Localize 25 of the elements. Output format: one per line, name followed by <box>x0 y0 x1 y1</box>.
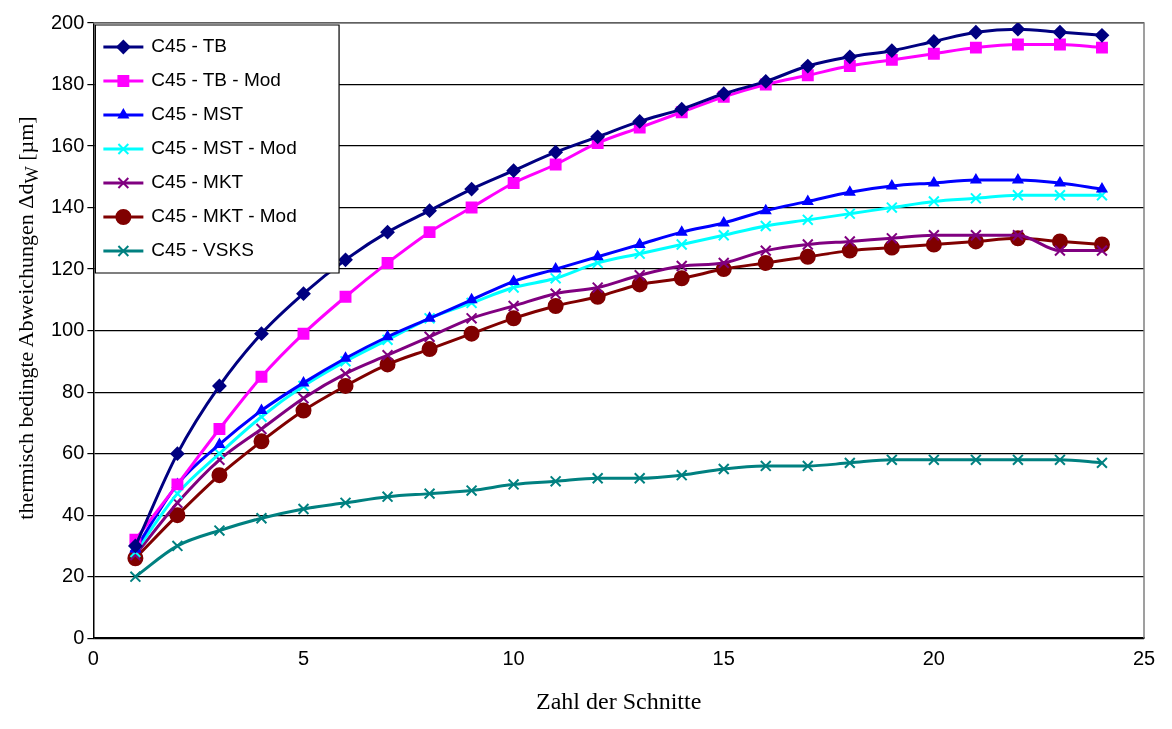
y-tick-label: 100 <box>50 318 85 341</box>
legend-label: C45 - TB <box>151 35 228 57</box>
y-tick-label: 40 <box>62 502 85 525</box>
x-tick-label: 15 <box>712 646 735 669</box>
x-tick-label: 25 <box>1132 646 1156 669</box>
legend-label: C45 - MST - Mod <box>151 137 297 159</box>
y-tick-label: 180 <box>50 72 85 95</box>
legend-label: C45 - MKT - Mod <box>151 205 297 227</box>
y-tick-label: 20 <box>62 564 85 587</box>
x-tick-label: 20 <box>922 646 945 669</box>
x-tick-label: 0 <box>87 646 99 669</box>
legend-label: C45 - TB - Mod <box>151 69 281 91</box>
y-tick-label: 160 <box>50 133 85 156</box>
y-tick-label: 60 <box>62 441 85 464</box>
y-tick-label: 120 <box>50 256 85 279</box>
x-tick-label: 5 <box>297 646 310 669</box>
y-tick-label: 0 <box>73 625 85 648</box>
y-tick-label: 140 <box>50 195 85 218</box>
legend-label: C45 - VSKS <box>151 239 254 261</box>
legend-label: C45 - MST <box>151 103 244 125</box>
legend-label: C45 - MKT <box>151 171 244 193</box>
y-tick-label: 200 <box>50 10 85 33</box>
y-tick-label: 80 <box>62 379 85 402</box>
x-axis-title: Zahl der Schnitte <box>536 687 702 714</box>
x-tick-label: 10 <box>502 646 525 669</box>
